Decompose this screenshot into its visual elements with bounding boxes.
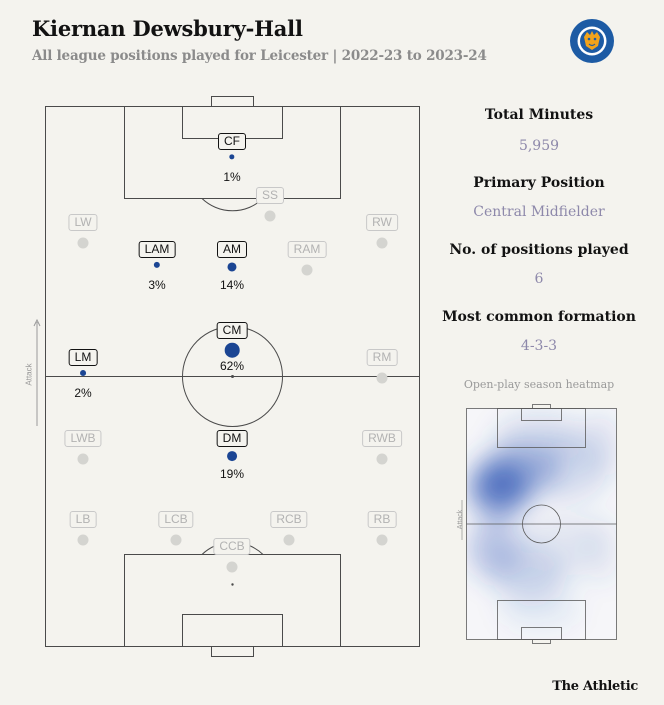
position-label-am: AM: [217, 241, 247, 258]
top-goal: [211, 96, 254, 107]
position-dot-cm: [224, 343, 240, 358]
position-label-lwb: LWB: [64, 430, 102, 447]
bottom-goal: [211, 646, 254, 657]
bottom-six-yard-box: [182, 614, 283, 647]
heatmap-title: Open-play season heatmap: [463, 378, 615, 391]
position-dot-lw: [77, 237, 89, 249]
position-label-lcb: LCB: [158, 511, 194, 528]
position-dot-am: [227, 261, 237, 272]
position-label-rwb: RWB: [362, 430, 402, 447]
position-dot-rcb: [283, 534, 295, 546]
position-label-cf: CF: [218, 133, 246, 150]
position-dot-rm: [376, 372, 388, 384]
position-dot-rwb: [376, 453, 388, 465]
position-label-lb: LB: [69, 511, 97, 528]
position-dot-ss: [264, 210, 276, 222]
position-dot-lwb: [77, 453, 89, 465]
position-dot-lb: [77, 534, 89, 546]
position-label-rw: RW: [366, 214, 398, 231]
heatmap-blobs: [469, 415, 616, 630]
position-dot-dm: [227, 451, 237, 461]
position-label-rcb: RCB: [270, 511, 308, 528]
position-dot-ram: [301, 264, 313, 276]
centre-spot: [231, 375, 234, 378]
top-penalty-box: [124, 106, 341, 199]
attack-arrow-icon: [33, 318, 41, 327]
attack-label: Attack: [24, 363, 34, 386]
position-label-ccb: CCB: [213, 538, 251, 555]
primary-position-value: Central Midfielder: [473, 204, 605, 220]
position-pct-cm: 62%: [219, 359, 245, 373]
top-penalty-arc: [201, 198, 264, 212]
position-pct-cf: 1%: [223, 170, 241, 184]
position-pct-dm: 19%: [219, 467, 245, 481]
position-pct-lam: 3%: [148, 278, 166, 292]
position-label-ram: RAM: [287, 241, 327, 258]
page-subtitle: All league positions played for Leiceste…: [32, 48, 487, 64]
publisher-credit: The Athletic: [552, 679, 638, 694]
position-label-lm: LM: [68, 349, 98, 366]
position-label-cm: CM: [216, 322, 248, 339]
position-label-rb: RB: [367, 511, 397, 528]
position-label-lam: LAM: [138, 241, 176, 258]
position-dot-lcb: [170, 534, 182, 546]
total-minutes-value: 5,959: [518, 138, 560, 154]
position-dot-rw: [376, 237, 388, 249]
position-label-lw: LW: [68, 214, 98, 231]
positions-played-label: No. of positions played: [449, 242, 629, 258]
total-minutes-label: Total Minutes: [484, 107, 594, 123]
positions-played-value: 6: [534, 271, 544, 287]
position-dot-lm: [80, 370, 86, 376]
club-crest-icon: [570, 19, 614, 63]
position-pct-am: 14%: [219, 278, 245, 292]
page-title: Kiernan Dewsbury-Hall: [32, 16, 303, 41]
bottom-penalty-spot: [231, 583, 234, 586]
formation-value: 4-3-3: [520, 338, 558, 354]
position-label-ss: SS: [255, 187, 285, 204]
position-label-dm: DM: [216, 430, 248, 447]
position-dot-lam: [153, 261, 161, 269]
position-dot-ccb: [226, 561, 238, 573]
position-dot-cf: [229, 154, 235, 160]
position-label-rm: RM: [366, 349, 398, 366]
heatmap-pitch-lines: [466, 404, 617, 644]
primary-position-label: Primary Position: [473, 175, 605, 191]
heatmap-attack-label: Attack: [457, 509, 465, 530]
formation-label: Most common formation: [442, 309, 636, 325]
position-pct-lm: 2%: [74, 386, 92, 400]
position-dot-rb: [376, 534, 388, 546]
